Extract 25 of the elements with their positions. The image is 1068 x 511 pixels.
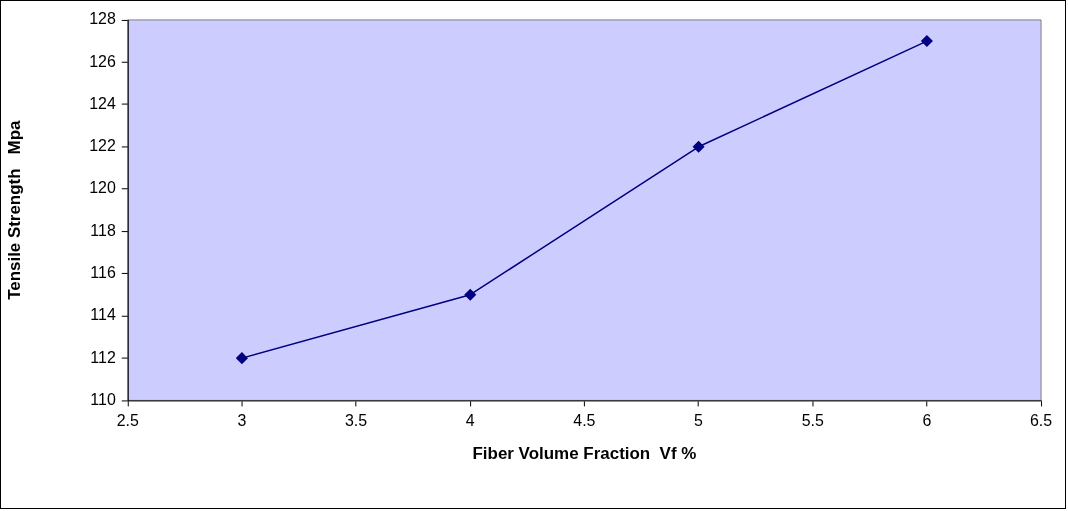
y-tick-label: 114 <box>90 306 116 324</box>
point <box>692 141 705 153</box>
y-tick-label: 128 <box>89 10 116 28</box>
x-tick-label: 3.5 <box>344 412 368 430</box>
x-tick-label: 6.5 <box>1029 412 1053 430</box>
x-tick-label: 4 <box>465 412 475 430</box>
point <box>236 352 248 364</box>
x-tick-label: 4.5 <box>573 412 596 430</box>
y-tick-label: 126 <box>89 52 116 70</box>
x-tick-label: 5.5 <box>801 412 824 430</box>
y-tick-label: 124 <box>89 94 116 112</box>
y-tick-label: 118 <box>90 221 116 239</box>
x-axis-title: Fiber Volume Fraction Vf % <box>472 443 697 463</box>
y-tick-label: 112 <box>90 348 116 366</box>
y-tick-label: 116 <box>90 263 116 281</box>
point <box>464 289 476 301</box>
y-axis-title: Tensile Strength Mpa <box>4 119 24 300</box>
y-tick-label: 120 <box>89 179 116 197</box>
point <box>921 35 933 47</box>
x-tick-label: 5 <box>694 412 704 430</box>
x-tick-label: 6 <box>922 412 932 430</box>
y-tick-label: 122 <box>89 137 116 155</box>
x-tick-label: 2.5 <box>116 412 139 430</box>
y-tick-label: 110 <box>90 390 116 408</box>
x-tick-label: 3 <box>237 412 247 430</box>
